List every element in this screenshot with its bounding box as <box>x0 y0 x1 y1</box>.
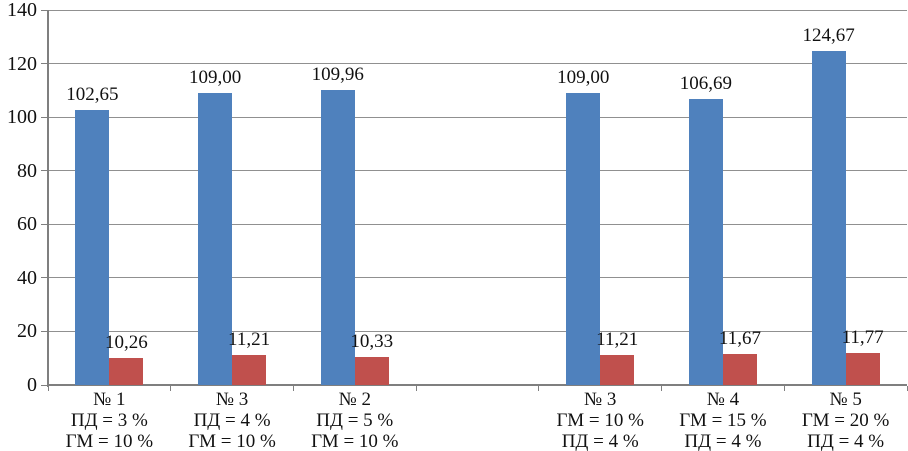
y-axis-tick-label-140: 140 <box>7 0 37 21</box>
y-axis-tick-0 <box>41 384 48 386</box>
y-axis-tick-label-120: 120 <box>7 52 37 75</box>
x-axis-category-label-7-line-2: ГМ = 20 % <box>801 410 890 431</box>
x-axis-category-label-1-line-3: ГМ = 10 % <box>65 431 154 451</box>
series-2-red-bar-6 <box>722 353 757 385</box>
series-2-red-value-label-3: 10,33 <box>350 331 394 353</box>
y-axis-tick-label-40: 40 <box>17 266 37 289</box>
x-axis-line <box>48 384 907 386</box>
gridline-80 <box>48 170 907 172</box>
gridline-60 <box>48 223 907 225</box>
y-axis-tick-80 <box>41 170 48 172</box>
y-axis-tick-120 <box>41 63 48 65</box>
series-1-blue-value-label-6: 106,69 <box>679 73 733 95</box>
y-axis-line <box>47 10 49 387</box>
series-2-red-value-label-5: 11,21 <box>596 328 639 350</box>
x-axis-tick-1 <box>170 386 172 391</box>
gridline-40 <box>48 277 907 279</box>
y-axis-tick-label-60: 60 <box>17 213 37 236</box>
x-axis-tick-0 <box>47 386 49 391</box>
x-axis-category-label-7: № 5 ГМ = 20 % ПД = 4 % <box>802 389 889 451</box>
series-1-blue-value-label-3: 109,96 <box>311 64 364 86</box>
x-axis-category-label-5-line-3: ПД = 4 % <box>561 431 639 451</box>
x-axis-category-label-7-line-1: № 5 <box>829 389 862 410</box>
x-axis-category-label-6: № 4 ГМ = 15 % ПД = 4 % <box>679 389 766 451</box>
x-axis-tick-2 <box>292 386 294 391</box>
y-axis-tick-label-20: 20 <box>17 320 37 343</box>
y-axis-tick-60 <box>41 223 48 225</box>
x-axis-category-label-2-line-1: № 3 <box>215 389 249 410</box>
gridline-100 <box>48 116 907 118</box>
gridline-20 <box>48 330 907 332</box>
series-2-red-value-label-7: 11,77 <box>841 327 884 349</box>
x-axis-category-label-6-line-3: ПД = 4 % <box>684 431 762 451</box>
series-2-red-bar-3 <box>354 357 389 385</box>
series-1-blue-bar-6 <box>688 99 723 385</box>
x-axis-category-label-2-line-3: ГМ = 10 % <box>188 431 276 451</box>
series-1-blue-value-label-5: 109,00 <box>557 67 610 89</box>
series-1-blue-value-label-1: 102,65 <box>66 84 119 106</box>
x-axis-category-label-5-line-2: ГМ = 10 % <box>556 410 644 431</box>
x-axis-category-label-1-line-1: № 1 <box>93 389 126 410</box>
series-2-red-value-label-1: 10,26 <box>104 331 148 353</box>
x-axis-tick-7 <box>906 386 908 391</box>
series-2-red-bar-7 <box>845 353 880 385</box>
x-axis-category-label-5-line-1: № 3 <box>584 389 617 410</box>
x-axis-tick-4 <box>538 386 540 391</box>
x-axis-category-label-3-line-2: ПД = 5 % <box>316 410 394 431</box>
y-axis-tick-label-0: 0 <box>27 374 37 396</box>
y-axis-tick-40 <box>41 277 48 279</box>
x-axis-category-label-5: № 3 ГМ = 10 % ПД = 4 % <box>556 389 643 451</box>
x-axis-tick-3 <box>415 386 417 391</box>
series-2-red-bar-2 <box>232 354 267 385</box>
series-1-blue-bar-1 <box>75 110 110 385</box>
series-2-red-value-label-6: 11,67 <box>718 327 761 349</box>
y-axis-tick-20 <box>41 330 48 332</box>
y-axis-tick-label-100: 100 <box>7 106 37 129</box>
y-axis-tick-100 <box>41 116 48 118</box>
x-axis-category-label-3: № 2 ПД = 5 % ГМ = 10 % <box>311 389 398 451</box>
series-1-blue-bar-2 <box>198 93 233 385</box>
x-axis-tick-5 <box>661 386 663 391</box>
x-axis-category-label-3-line-3: ГМ = 10 % <box>311 431 399 451</box>
x-axis-category-label-6-line-2: ГМ = 15 % <box>679 410 767 431</box>
x-axis-tick-6 <box>783 386 785 391</box>
series-1-blue-bar-5 <box>566 93 601 385</box>
series-2-red-bar-5 <box>600 354 635 385</box>
y-axis-tick-140 <box>41 9 48 11</box>
x-axis-category-label-2: № 3 ПД = 4 % ГМ = 10 % <box>188 389 275 451</box>
series-1-blue-bar-3 <box>320 90 355 385</box>
x-axis-category-label-6-line-1: № 4 <box>706 389 740 410</box>
x-axis-category-label-2-line-2: ПД = 4 % <box>193 410 271 431</box>
x-axis-category-label-1-line-2: ПД = 3 % <box>70 410 148 431</box>
series-1-blue-value-label-2: 109,00 <box>188 67 242 89</box>
series-2-red-bar-1 <box>109 357 144 385</box>
series-2-red-value-label-2: 11,21 <box>228 328 271 350</box>
gridline-140 <box>48 9 907 11</box>
y-axis-tick-label-80: 80 <box>17 159 37 182</box>
x-axis-category-label-7-line-3: ПД = 4 % <box>807 431 885 451</box>
gridline-120 <box>48 63 907 65</box>
series-1-blue-value-label-7: 124,67 <box>802 25 855 47</box>
x-axis-category-label-1: № 1 ПД = 3 % ГМ = 10 % <box>66 389 153 451</box>
series-1-blue-bar-7 <box>811 51 846 385</box>
x-axis-category-label-3-line-1: № 2 <box>338 389 371 410</box>
